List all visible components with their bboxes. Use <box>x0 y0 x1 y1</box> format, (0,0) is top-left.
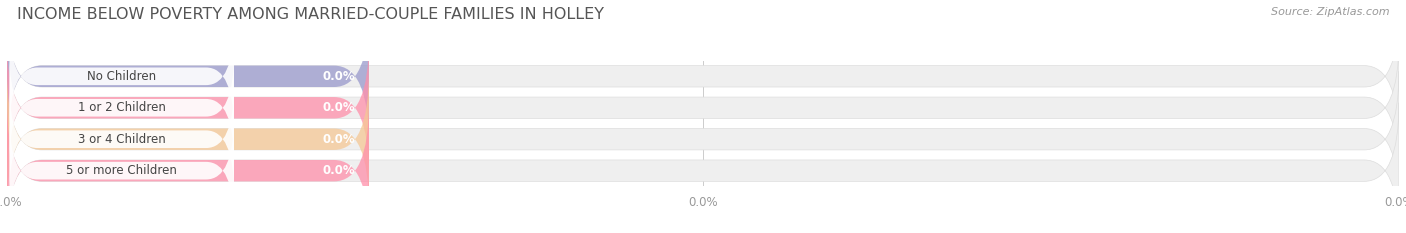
Text: 1 or 2 Children: 1 or 2 Children <box>77 101 166 114</box>
Text: 0.0%: 0.0% <box>322 70 354 83</box>
FancyBboxPatch shape <box>10 22 233 130</box>
Text: 3 or 4 Children: 3 or 4 Children <box>77 133 166 146</box>
Text: INCOME BELOW POVERTY AMONG MARRIED-COUPLE FAMILIES IN HOLLEY: INCOME BELOW POVERTY AMONG MARRIED-COUPL… <box>17 7 603 22</box>
FancyBboxPatch shape <box>7 103 1399 233</box>
FancyBboxPatch shape <box>10 85 233 193</box>
FancyBboxPatch shape <box>10 116 233 225</box>
FancyBboxPatch shape <box>7 40 368 176</box>
Text: Source: ZipAtlas.com: Source: ZipAtlas.com <box>1271 7 1389 17</box>
FancyBboxPatch shape <box>7 40 1399 176</box>
Text: 0.0%: 0.0% <box>322 133 354 146</box>
FancyBboxPatch shape <box>7 71 1399 207</box>
FancyBboxPatch shape <box>7 8 1399 144</box>
Text: 0.0%: 0.0% <box>322 101 354 114</box>
Text: 5 or more Children: 5 or more Children <box>66 164 177 177</box>
FancyBboxPatch shape <box>7 103 368 233</box>
Text: 0.0%: 0.0% <box>322 164 354 177</box>
FancyBboxPatch shape <box>7 71 368 207</box>
FancyBboxPatch shape <box>7 8 368 144</box>
FancyBboxPatch shape <box>10 54 233 162</box>
Text: No Children: No Children <box>87 70 156 83</box>
